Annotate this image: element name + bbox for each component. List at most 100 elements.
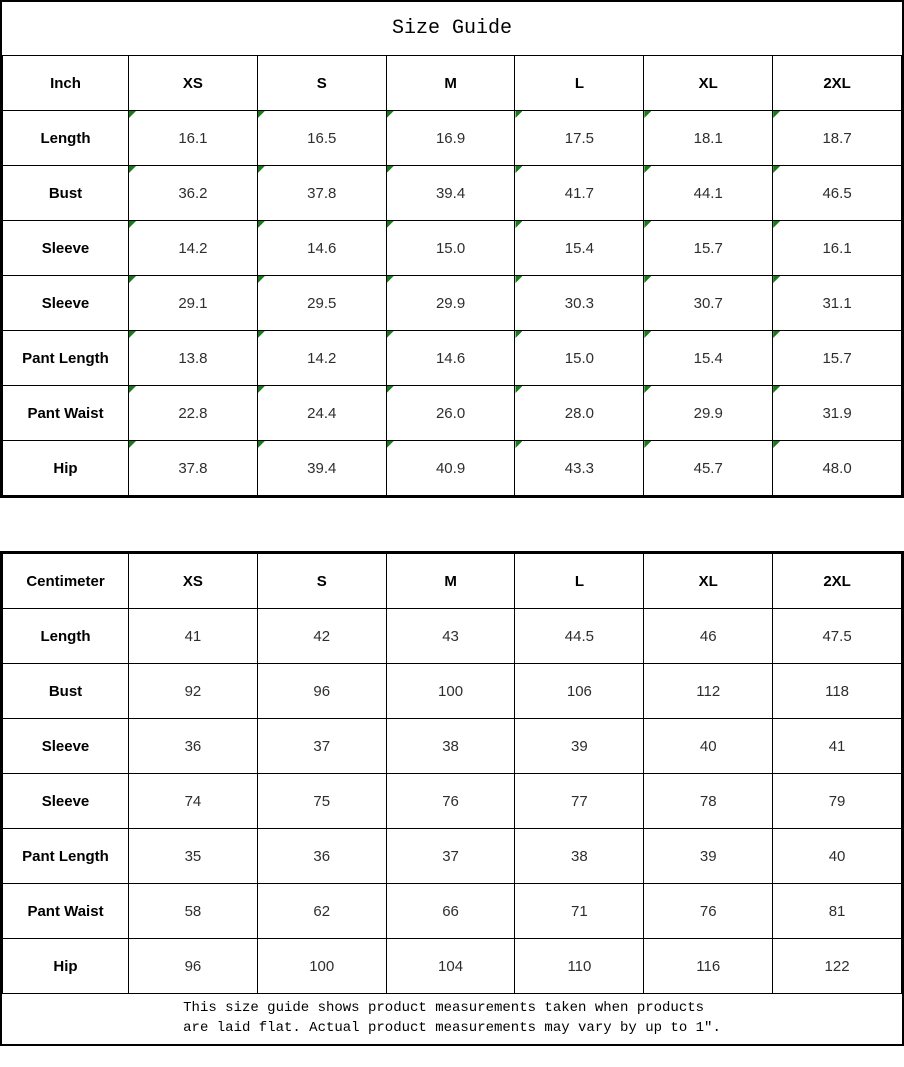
- value-cell: 30.7: [643, 275, 774, 331]
- value-cell-text: 81: [828, 902, 846, 920]
- cell-marker-icon: [129, 331, 136, 338]
- value-cell-text: 16.1: [178, 129, 208, 147]
- size-header-cell-text: 2XL: [823, 572, 851, 590]
- table-row: Sleeve 29.1 29.5 29.9 30.3 30.7 31.1: [2, 275, 902, 331]
- value-cell-text: 62: [313, 902, 331, 920]
- row-label-cell: Bust: [2, 165, 129, 221]
- value-cell: 14.2: [256, 330, 387, 386]
- value-cell: 26.0: [385, 385, 516, 441]
- value-cell-text: 76: [442, 792, 459, 810]
- value-cell: 16.9: [385, 110, 516, 166]
- value-cell-text: 76: [699, 902, 717, 920]
- value-cell-text: 18.7: [822, 129, 852, 147]
- table-row: Length 16.1 16.5 16.9 17.5 18.1 18.7: [2, 110, 902, 166]
- value-cell-text: 43.3: [564, 459, 594, 477]
- value-cell-text: 39: [699, 847, 717, 865]
- value-cell: 112: [643, 663, 774, 719]
- value-cell: 106: [514, 663, 645, 719]
- row-label-cell-text: Sleeve: [41, 294, 90, 312]
- value-cell-text: 39.4: [307, 459, 337, 477]
- value-cell-text: 24.4: [307, 404, 337, 422]
- size-header-cell: L: [514, 553, 645, 609]
- row-label-cell: Pant Waist: [2, 385, 129, 441]
- value-cell: 38: [385, 718, 516, 774]
- value-cell: 14.6: [385, 330, 516, 386]
- cell-marker-icon: [257, 166, 265, 173]
- value-cell-text: 14.2: [307, 349, 337, 367]
- value-cell-text: 15.0: [435, 239, 466, 257]
- value-cell-text: 16.9: [435, 129, 466, 147]
- value-cell: 15.7: [772, 330, 902, 386]
- value-cell-text: 48.0: [822, 459, 852, 477]
- value-cell: 40: [772, 828, 902, 884]
- value-cell: 92: [128, 663, 258, 719]
- size-header-cell-text: S: [316, 572, 327, 590]
- value-cell: 79: [772, 773, 902, 829]
- row-label-cell: Sleeve: [2, 275, 129, 331]
- value-cell-text: 38: [571, 847, 588, 865]
- value-cell: 47.5: [772, 608, 902, 664]
- cell-marker-icon: [257, 221, 265, 228]
- value-cell: 15.0: [385, 220, 516, 276]
- value-cell: 75: [256, 773, 387, 829]
- value-cell-text: 122: [824, 957, 850, 975]
- row-label-cell: Length: [2, 110, 129, 166]
- value-cell-text: 15.4: [564, 239, 594, 257]
- value-cell-text: 44.5: [564, 627, 594, 645]
- value-cell: 36.2: [128, 165, 258, 221]
- cell-marker-icon: [644, 221, 652, 228]
- cell-marker-icon: [644, 111, 652, 118]
- size-header-cell-text: 2XL: [823, 74, 851, 92]
- value-cell: 41: [128, 608, 258, 664]
- size-header-cell: XS: [128, 55, 258, 111]
- value-cell: 71: [514, 883, 645, 939]
- value-cell-text: 37.8: [178, 459, 208, 477]
- value-cell: 77: [514, 773, 645, 829]
- size-header-cell-text: XL: [698, 572, 718, 590]
- value-cell-text: 40: [828, 847, 846, 865]
- value-cell-text: 31.9: [822, 404, 852, 422]
- value-cell: 100: [385, 663, 516, 719]
- value-cell-text: 104: [438, 957, 464, 975]
- row-label-cell: Sleeve: [2, 773, 129, 829]
- value-cell: 58: [128, 883, 258, 939]
- cell-marker-icon: [644, 276, 652, 283]
- cell-marker-icon: [773, 276, 781, 283]
- row-label-cell: Length: [2, 608, 129, 664]
- value-cell: 15.0: [514, 330, 645, 386]
- row-label-cell-text: Bust: [48, 682, 83, 700]
- value-cell-text: 77: [571, 792, 588, 810]
- value-cell: 100: [256, 938, 387, 994]
- row-label-cell: Bust: [2, 663, 129, 719]
- size-header-cell-text: L: [574, 74, 584, 92]
- value-cell-text: 96: [184, 957, 202, 975]
- table-row: Bust 92 96 100 106 112 118: [2, 663, 902, 719]
- value-cell-text: 44.1: [693, 184, 723, 202]
- value-cell-text: 35: [184, 847, 202, 865]
- row-label-cell: Sleeve: [2, 718, 129, 774]
- cell-marker-icon: [515, 111, 523, 118]
- value-cell-text: 13.8: [178, 349, 208, 367]
- size-header-cell: XL: [643, 553, 774, 609]
- size-header-cell: M: [385, 55, 516, 111]
- size-header-cell-text: M: [444, 572, 457, 590]
- value-cell-text: 18.1: [693, 129, 723, 147]
- value-cell: 17.5: [514, 110, 645, 166]
- value-cell: 15.7: [643, 220, 774, 276]
- row-label-cell-text: Sleeve: [41, 239, 90, 257]
- value-cell: 62: [256, 883, 387, 939]
- size-header-cell: 2XL: [772, 55, 902, 111]
- size-header-row: Inch XS S M L XL 2XL: [2, 55, 902, 111]
- cell-marker-icon: [515, 276, 523, 283]
- value-cell: 14.2: [128, 220, 258, 276]
- value-cell: 41: [772, 718, 902, 774]
- value-cell: 45.7: [643, 440, 774, 496]
- unit-header-cell: Centimeter: [2, 553, 129, 609]
- cell-marker-icon: [773, 331, 781, 338]
- value-cell-text: 116: [696, 957, 721, 975]
- value-cell: 31.1: [772, 275, 902, 331]
- value-cell-text: 41.7: [564, 184, 594, 202]
- table-row: Pant Waist 58 62 66 71 76 81: [2, 883, 902, 939]
- size-header-cell-text: S: [316, 74, 327, 92]
- cell-marker-icon: [386, 166, 394, 173]
